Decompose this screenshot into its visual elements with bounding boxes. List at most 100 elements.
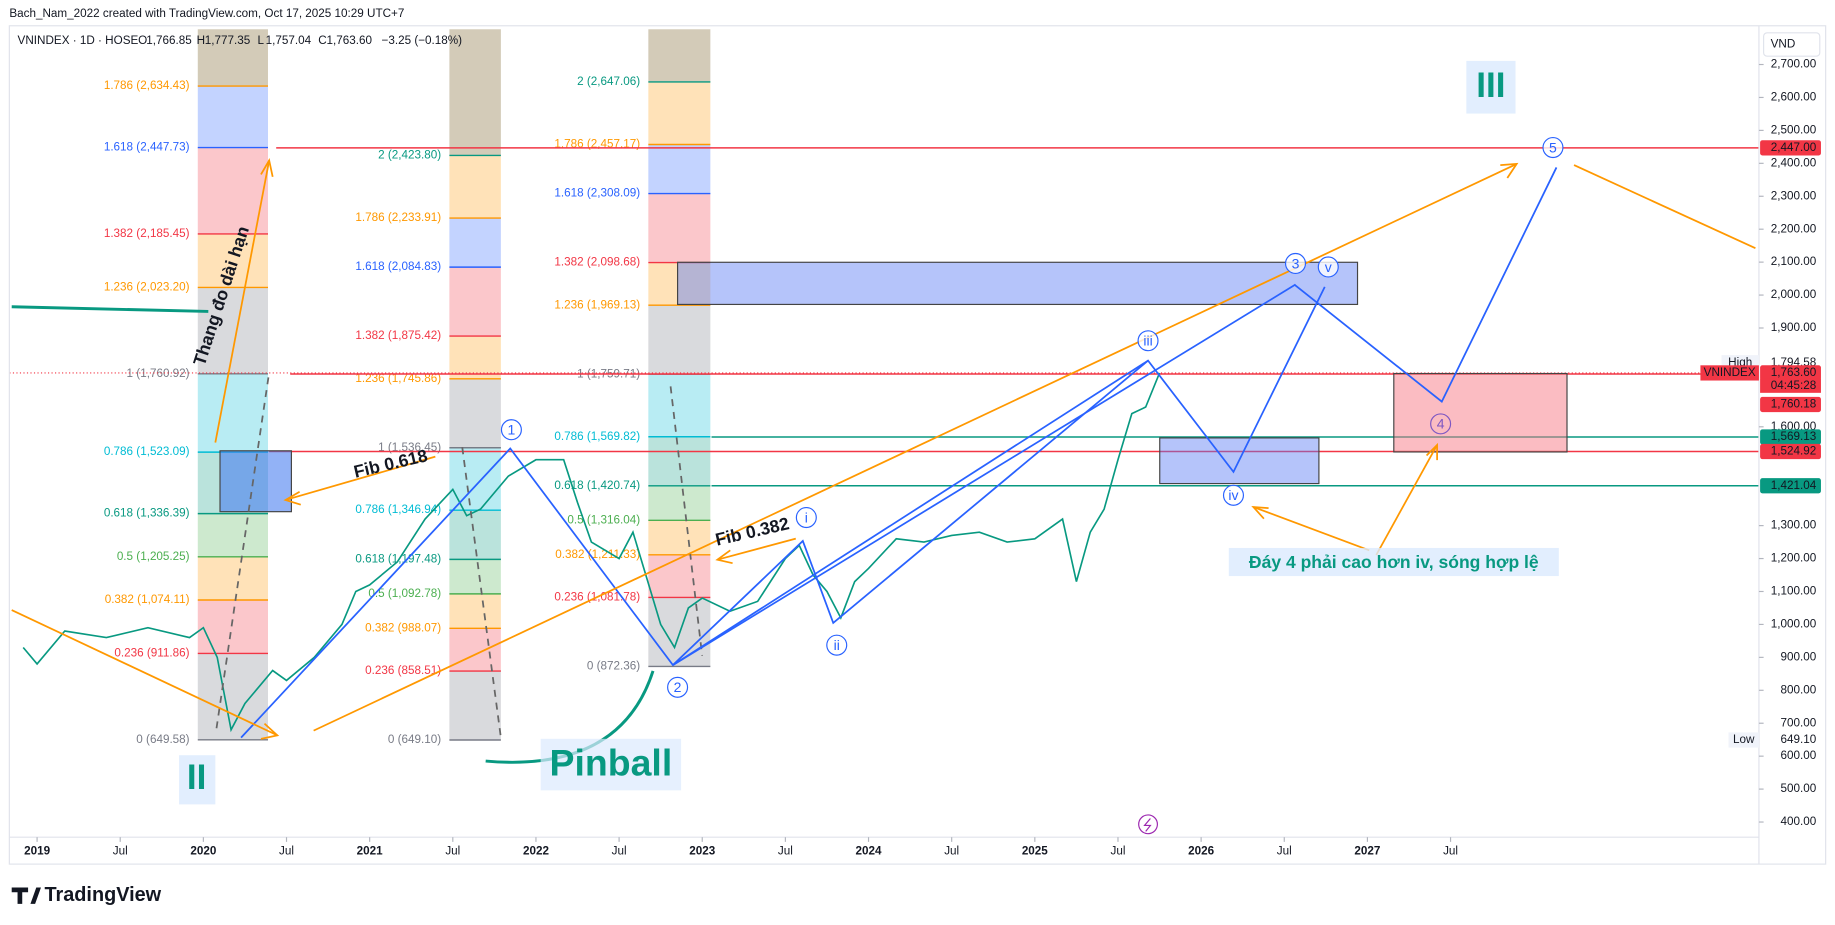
fib-label: 0 (872.36) bbox=[587, 660, 640, 673]
ohlc-value: 1,777.35 bbox=[205, 34, 251, 47]
price-tag bbox=[1760, 140, 1821, 156]
price-tag-name-bg bbox=[1728, 732, 1759, 748]
y-tick-label: 2,200.00 bbox=[1771, 222, 1817, 235]
x-tick-label: 2027 bbox=[1354, 844, 1380, 857]
fib-band bbox=[197, 373, 268, 453]
price-tag-label: 1,763.60 bbox=[1771, 366, 1817, 379]
fib-band bbox=[648, 554, 711, 598]
fib-label: 0.618 (1,420.74) bbox=[554, 479, 640, 492]
fib-band bbox=[648, 374, 711, 437]
y-tick-label: 400.00 bbox=[1781, 815, 1817, 828]
x-tick-label: 2025 bbox=[1022, 844, 1048, 857]
fib-band bbox=[449, 593, 501, 629]
y-tick-label: 2,700.00 bbox=[1771, 58, 1817, 71]
x-tick-label: Jul bbox=[1110, 844, 1125, 857]
price-line bbox=[22, 372, 1161, 733]
y-tick-label: 500.00 bbox=[1781, 782, 1817, 795]
symbol: VNINDEX · 1D · HOSE bbox=[18, 34, 139, 47]
fib-band bbox=[449, 510, 501, 560]
fib-label: 0.786 (1,523.09) bbox=[104, 445, 190, 458]
ohlc-value: 1,766.85 bbox=[146, 34, 192, 47]
y-tick-label: 2,600.00 bbox=[1771, 91, 1817, 104]
wave-circle bbox=[1542, 136, 1564, 159]
price-tag-name: VNINDEX bbox=[1704, 366, 1756, 379]
fib-label: 0.5 (1,092.78) bbox=[368, 587, 441, 600]
price-tag bbox=[1760, 396, 1821, 413]
x-tick-label: Jul bbox=[612, 844, 627, 857]
line bbox=[11, 305, 209, 313]
wave-label: iv bbox=[1228, 487, 1238, 503]
wave-path bbox=[1293, 167, 1558, 403]
arrow-head bbox=[1425, 442, 1438, 461]
annotation: III bbox=[1476, 66, 1505, 105]
layers: 1.786 (2,634.43) 1.618 (2,447.73) 1.382 (2… bbox=[9, 29, 1759, 746]
wave-label: 5 bbox=[1549, 139, 1557, 155]
fib-trend bbox=[215, 372, 271, 729]
wave-label: v bbox=[1325, 259, 1332, 275]
y-tick-label: 1,000.00 bbox=[1771, 618, 1817, 631]
annotation: Đáy 4 phải cao hơn iv, sóng hợp lệ bbox=[1249, 552, 1539, 572]
fib-label: 0.382 (988.07) bbox=[365, 621, 441, 634]
annotation: Pinball bbox=[550, 742, 673, 784]
arrow-head bbox=[715, 549, 733, 565]
fib-band bbox=[648, 485, 711, 521]
y-tick-label: 800.00 bbox=[1781, 683, 1817, 696]
change: −3.25 (−0.18%) bbox=[382, 34, 463, 47]
fib-band bbox=[648, 81, 711, 145]
fib-top-band bbox=[648, 29, 711, 82]
x-tick-label: 2022 bbox=[523, 844, 549, 857]
arrow bbox=[285, 455, 436, 501]
fib-trend bbox=[461, 447, 502, 738]
x-tick-label: Jul bbox=[944, 844, 959, 857]
fib-band bbox=[449, 378, 501, 448]
fib-band bbox=[449, 628, 501, 672]
arrow bbox=[11, 609, 278, 737]
fib-band bbox=[648, 436, 711, 486]
y-tick-label: 1,200.00 bbox=[1771, 552, 1817, 565]
y-tick-label: 1,300.00 bbox=[1771, 519, 1817, 532]
fib-label: 0.5 (1,316.04) bbox=[567, 513, 640, 526]
wave-label: ii bbox=[834, 637, 840, 653]
fib-label: 0.786 (1,346.94) bbox=[355, 503, 441, 516]
fib-band bbox=[648, 262, 711, 306]
fib-label: 1.786 (2,233.91) bbox=[355, 211, 441, 224]
wave-path bbox=[240, 286, 1326, 739]
fib-band bbox=[197, 513, 268, 557]
wave-circle bbox=[500, 419, 522, 441]
y-tick-label: 2,300.00 bbox=[1771, 189, 1817, 202]
arrow-head bbox=[260, 158, 274, 177]
price-tag bbox=[1760, 732, 1821, 748]
wave-label: 2 bbox=[674, 679, 682, 695]
event-icon[interactable] bbox=[1138, 814, 1158, 835]
ohlc-key: C bbox=[318, 34, 326, 47]
x-tick-label: Jul bbox=[113, 844, 128, 857]
logo: TradingView bbox=[44, 884, 161, 906]
ohlc-value: 1,757.04 bbox=[266, 34, 312, 47]
fib-band bbox=[648, 520, 711, 555]
x-tick-label: Jul bbox=[445, 844, 460, 857]
wave-label: 1 bbox=[508, 422, 516, 438]
drawings bbox=[11, 158, 1756, 764]
fib-label: 0.786 (1,569.82) bbox=[554, 430, 640, 443]
wave-4-box bbox=[1393, 372, 1568, 453]
price-tag-name: Low bbox=[1733, 733, 1755, 746]
x-tick-label: 2026 bbox=[1188, 844, 1214, 857]
fib-band bbox=[197, 86, 268, 148]
credit: Bach_Nam_2022 created with TradingView.c… bbox=[9, 7, 404, 20]
fib-band bbox=[197, 147, 268, 234]
fib-band bbox=[648, 305, 711, 375]
fib-label: 1.618 (2,084.83) bbox=[355, 260, 441, 273]
fib-label: 0.236 (858.51) bbox=[365, 664, 441, 677]
fib-label: 0.5 (1,205.25) bbox=[117, 550, 190, 563]
ohlc-key: H bbox=[197, 34, 205, 47]
fib-label: 1 (1,536.45) bbox=[378, 441, 441, 454]
arrow-head bbox=[260, 722, 280, 740]
x-tick-label: Jul bbox=[778, 844, 793, 857]
line bbox=[1573, 164, 1756, 250]
x-tick-label: Jul bbox=[1277, 844, 1292, 857]
fib-label: 1.236 (1,745.86) bbox=[355, 372, 441, 385]
y-tick-label: 2,100.00 bbox=[1771, 255, 1817, 268]
fib-band bbox=[449, 155, 501, 219]
